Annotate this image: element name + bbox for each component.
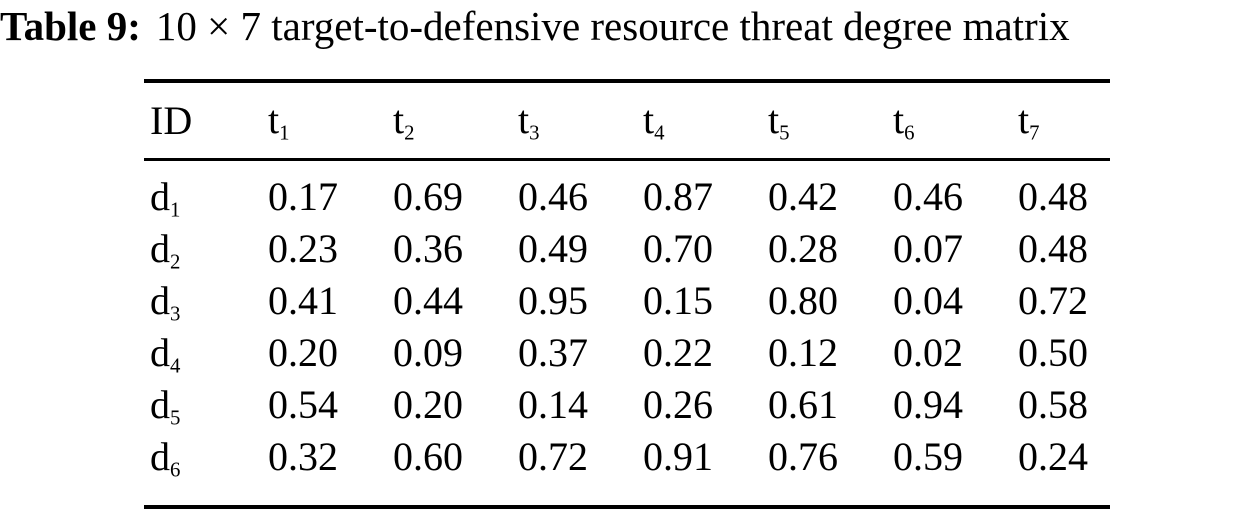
threat-matrix-table: ID t1 t2 t3 t4 t5 t6 t7 d1 0.17 0.69 0.4… [144,79,1110,509]
row-label-sub: 3 [170,302,181,326]
row-label-base: d [150,330,170,375]
cell-d3-t5: 0.80 [768,278,838,323]
cell-d2-t3: 0.49 [518,226,588,271]
row-label-base: d [150,434,170,479]
cell-d4-t6: 0.02 [893,330,963,375]
table-row-d1: d1 0.17 0.69 0.46 0.87 0.42 0.46 0.48 [144,171,1110,223]
header-label-base: t [643,96,655,142]
table-body: d1 0.17 0.69 0.46 0.87 0.42 0.46 0.48 d2… [144,161,1110,483]
header-label-sub: 2 [404,121,415,145]
cell-d3-t4: 0.15 [643,278,713,323]
table-row-d2: d2 0.23 0.36 0.49 0.70 0.28 0.07 0.48 [144,223,1110,275]
cell-d5-t2: 0.20 [393,382,463,427]
header-cell-t5: t5 [762,96,887,146]
row-label-sub: 5 [170,406,181,430]
table-row-d3: d3 0.41 0.44 0.95 0.15 0.80 0.04 0.72 [144,275,1110,327]
table-header-rule [144,158,1110,161]
row-label-base: d [150,174,170,219]
cell-d6-t3: 0.72 [518,434,588,479]
header-cell-t3: t3 [512,96,637,146]
header-label-sub: 6 [904,121,915,145]
row-label-base: d [150,382,170,427]
row-label-sub: 2 [170,250,181,274]
cell-d5-t4: 0.26 [643,382,713,427]
cell-d4-t4: 0.22 [643,330,713,375]
table-top-rule [144,79,1110,83]
row-label-sub: 1 [170,198,181,222]
cell-d1-t5: 0.42 [768,174,838,219]
cell-d2-t4: 0.70 [643,226,713,271]
header-label-sub: 3 [529,121,540,145]
cell-d3-t1: 0.41 [268,278,338,323]
header-label-sub: 7 [1029,121,1040,145]
row-label-base: d [150,278,170,323]
cell-d3-t6: 0.04 [893,278,963,323]
table-caption: Table 9: 10 × 7 target-to-defensive resou… [0,2,1258,51]
cell-d4-t3: 0.37 [518,330,588,375]
cell-d3-t7: 0.72 [1018,278,1088,323]
table-header-row: ID t1 t2 t3 t4 t5 t6 t7 [144,83,1110,158]
cell-d4-t5: 0.12 [768,330,838,375]
header-cell-t4: t4 [637,96,762,146]
cell-d6-t5: 0.76 [768,434,838,479]
cell-d4-t1: 0.20 [268,330,338,375]
row-label-sub: 4 [170,354,181,378]
row-label-sub: 6 [170,458,181,482]
header-cell-id: ID [150,98,193,143]
header-cell-t6: t6 [887,96,1012,146]
cell-d2-t7: 0.48 [1018,226,1088,271]
header-label-sub: 1 [279,121,290,145]
cell-d1-t3: 0.46 [518,174,588,219]
cell-d6-t4: 0.91 [643,434,713,479]
table-row-d4: d4 0.20 0.09 0.37 0.22 0.12 0.02 0.50 [144,327,1110,379]
cell-d1-t1: 0.17 [268,174,338,219]
header-cell-t7: t7 [1012,96,1110,146]
cell-d5-t1: 0.54 [268,382,338,427]
cell-d1-t6: 0.46 [893,174,963,219]
header-label-base: t [268,96,280,142]
header-label-base: t [518,96,530,142]
cell-d6-t6: 0.59 [893,434,963,479]
header-cell-t1: t1 [262,96,387,146]
row-label-d1: d1 [144,171,262,237]
header-label-base: t [893,96,905,142]
header-label-sub: 4 [654,121,665,145]
header-label-base: t [768,96,780,142]
cell-d2-t5: 0.28 [768,226,838,271]
cell-d2-t2: 0.36 [393,226,463,271]
cell-d5-t3: 0.14 [518,382,588,427]
header-cell-t2: t2 [387,96,512,146]
table-caption-label: Table 9: [0,3,141,49]
cell-d1-t7: 0.48 [1018,174,1088,219]
cell-d5-t7: 0.58 [1018,382,1088,427]
cell-d4-t7: 0.50 [1018,330,1088,375]
header-label-sub: 5 [779,121,790,145]
table-row-d6: d6 0.32 0.60 0.72 0.91 0.76 0.59 0.24 [144,431,1110,483]
row-label-base: d [150,226,170,271]
header-label-base: t [393,96,405,142]
cell-d3-t3: 0.95 [518,278,588,323]
row-label-d6: d6 [144,431,262,497]
table-caption-text: 10 × 7 target-to-defensive resource thre… [155,3,1070,49]
cell-d6-t1: 0.32 [268,434,338,479]
cell-d6-t7: 0.24 [1018,434,1088,479]
cell-d5-t5: 0.61 [768,382,838,427]
cell-d1-t2: 0.69 [393,174,463,219]
cell-d2-t1: 0.23 [268,226,338,271]
row-label-d4: d4 [144,327,262,393]
row-label-d3: d3 [144,275,262,341]
cell-d3-t2: 0.44 [393,278,463,323]
cell-d1-t4: 0.87 [643,174,713,219]
cell-d5-t6: 0.94 [893,382,963,427]
table-row-d5: d5 0.54 0.20 0.14 0.26 0.61 0.94 0.58 [144,379,1110,431]
table-bottom-rule [144,505,1110,509]
header-label-base: t [1018,96,1030,142]
cell-d6-t2: 0.60 [393,434,463,479]
cell-d2-t6: 0.07 [893,226,963,271]
cell-d4-t2: 0.09 [393,330,463,375]
row-label-d5: d5 [144,379,262,445]
row-label-d2: d2 [144,223,262,289]
